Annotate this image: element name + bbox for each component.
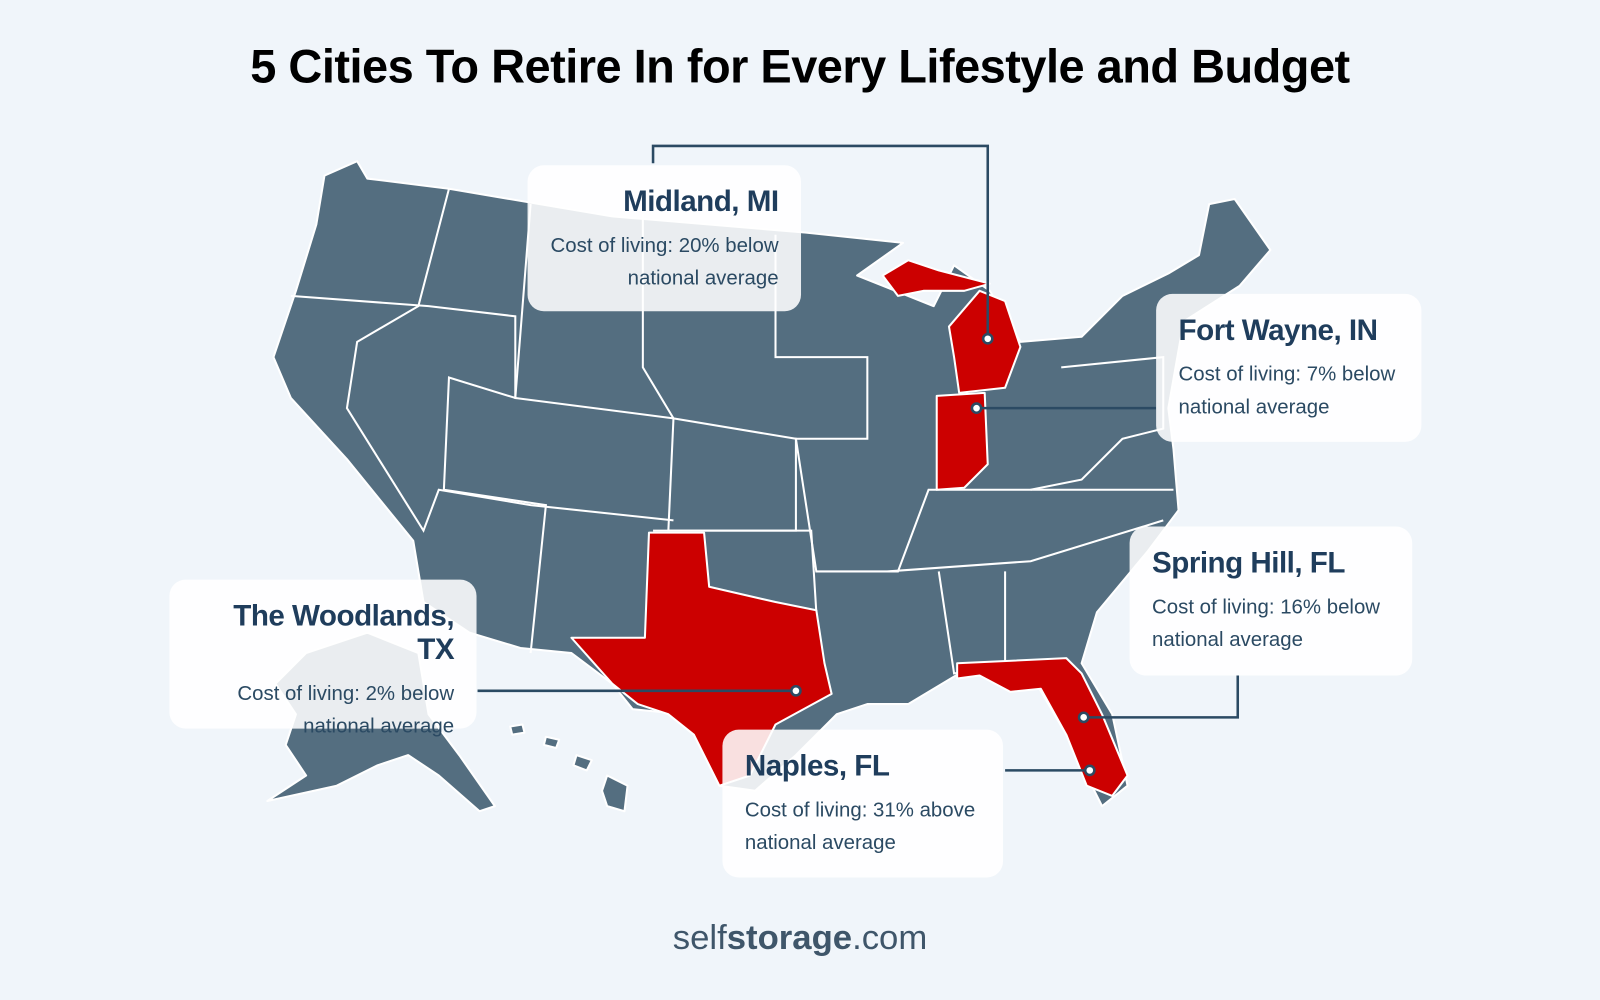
florida (956, 657, 1129, 797)
city-description: Cost of living: 7% below national averag… (1178, 363, 1396, 419)
city-card: Spring Hill, FL Cost of living: 16% below… (1129, 526, 1413, 676)
michigan (881, 259, 991, 297)
city-card: Midland, MI Cost of living: 20% below nat… (527, 165, 802, 312)
hawaii (509, 723, 526, 736)
city-description: Cost of living: 16% below national avera… (1152, 595, 1381, 652)
city-name: The Woodlands, TX (233, 599, 455, 667)
highlighted-states (570, 259, 1129, 797)
city-card: Naples, FL Cost of living: 31% above nati… (722, 729, 1004, 878)
city-description: Cost of living: 2% below national averag… (237, 682, 455, 738)
city-description: Cost of living: 20% below national avera… (550, 234, 779, 290)
border (774, 234, 1174, 573)
logo-brand: storage (726, 918, 853, 958)
city-name: Spring Hill, FL (1152, 546, 1345, 580)
city-name: Naples, FL (744, 749, 890, 783)
indiana (935, 391, 989, 491)
border (887, 519, 1164, 573)
city-card: The Woodlands, TX Cost of living: 2% belo… (169, 579, 477, 738)
connector (651, 144, 990, 339)
border (442, 203, 548, 654)
city-dot (1083, 764, 1096, 777)
border (290, 294, 797, 532)
city-dot (970, 402, 983, 415)
title: 5 Cities To Retire In for Every Lifestyl… (250, 39, 1350, 93)
hawaii (601, 774, 629, 813)
city-dot (1077, 711, 1090, 724)
city-name: Midland, MI (623, 185, 779, 219)
city-description: Cost of living: 31% above national avera… (744, 798, 976, 855)
logo-text: .com (852, 918, 928, 958)
city-dots (790, 332, 1096, 777)
connectors (477, 144, 1240, 772)
connector (1083, 675, 1240, 719)
hawaii (542, 735, 561, 749)
city-dot (790, 684, 802, 697)
border (1030, 356, 1165, 491)
border (345, 188, 674, 533)
city-dot (981, 332, 994, 345)
city-name: Fort Wayne, IN (1178, 314, 1378, 347)
hawaii (572, 754, 593, 772)
logo-text: self (672, 918, 727, 958)
city-card: Fort Wayne, IN Cost of living: 7% below n… (1156, 293, 1422, 442)
logo: selfstorage.com (0, 918, 1600, 958)
